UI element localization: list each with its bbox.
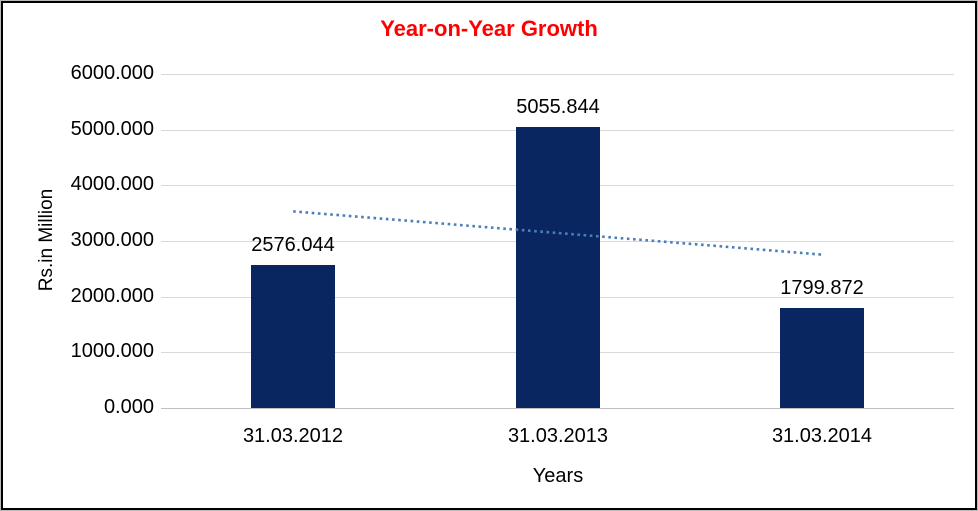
y-axis-title: Rs.in Million: [36, 188, 57, 292]
bar-value-label: 5055.844: [516, 96, 600, 118]
bar-31.03.2013: [516, 127, 600, 408]
gridline: [161, 74, 954, 75]
x-tick-label: 31.03.2012: [242, 425, 344, 447]
x-axis-title: Years: [532, 465, 584, 487]
y-tick-label: 1000.000: [70, 340, 154, 362]
bar-31.03.2014: [780, 308, 864, 408]
x-tick-label: 31.03.2013: [507, 425, 609, 447]
y-tick-label: 3000.000: [70, 229, 154, 251]
chart-title: Year-on-Year Growth: [380, 16, 598, 41]
bar-value-label: 1799.872: [780, 277, 864, 299]
y-tick-label: 5000.000: [70, 118, 154, 140]
bar-value-label: 2576.044: [251, 234, 335, 256]
y-tick-label: 6000.000: [70, 62, 154, 84]
x-axis-baseline: [161, 408, 954, 409]
bar-31.03.2012: [251, 265, 335, 408]
y-tick-label: 2000.000: [70, 285, 154, 307]
y-tick-label: 0.000: [103, 396, 154, 418]
x-tick-label: 31.03.2014: [771, 425, 873, 447]
y-tick-label: 4000.000: [70, 173, 154, 195]
